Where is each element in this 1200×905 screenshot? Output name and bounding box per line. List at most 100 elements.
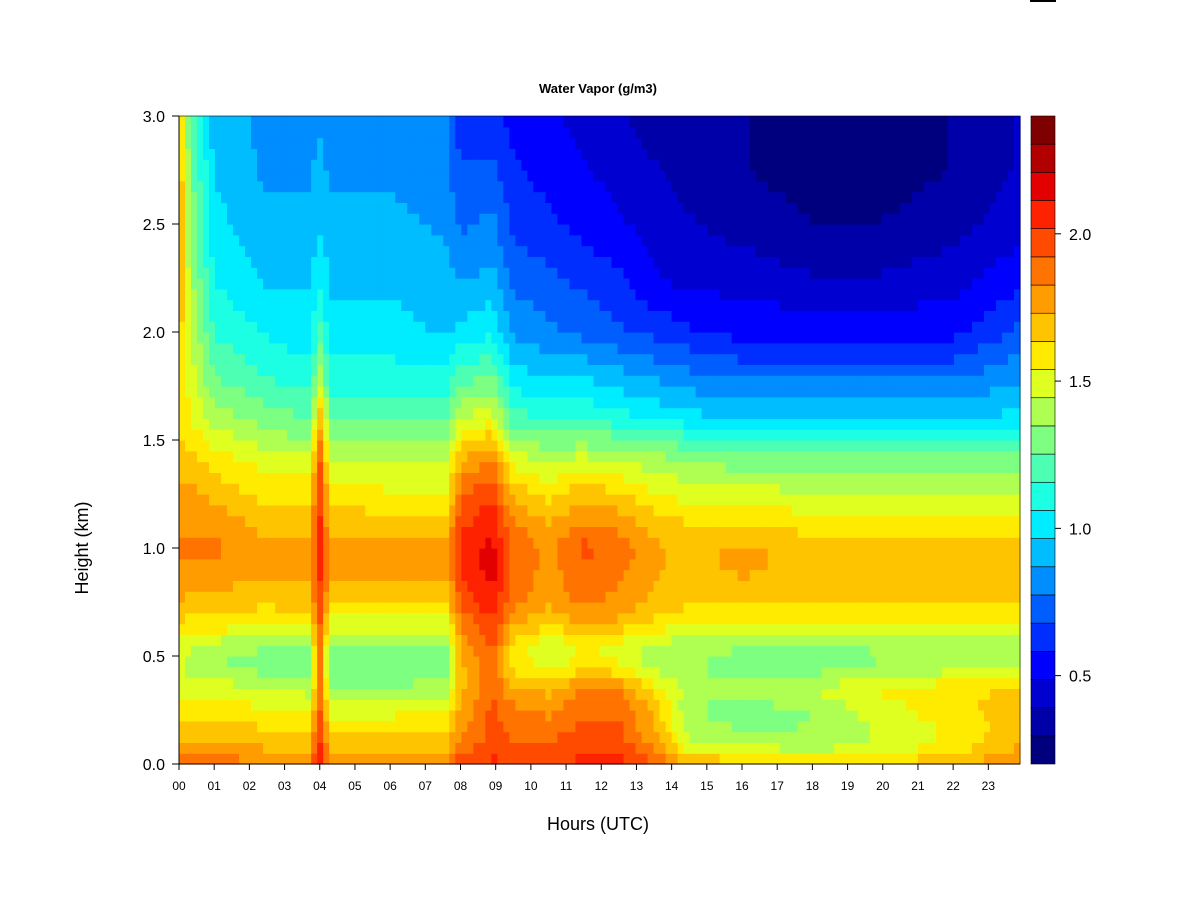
heatmap-cell [659,645,667,657]
heatmap-cell [623,645,631,657]
heatmap-cell [197,407,204,419]
heatmap-cell [233,299,240,311]
heatmap-cell [539,321,547,333]
heatmap-cell [479,386,486,398]
heatmap-cell [227,548,234,560]
heatmap-cell [317,602,324,614]
heatmap-cell [623,731,631,743]
heatmap-cell [467,753,474,765]
heatmap-cell [197,245,204,257]
heatmap-cell [545,299,553,311]
heatmap-cell [665,299,673,311]
heatmap-cell [341,213,348,225]
heatmap-cell [659,418,667,430]
heatmap-cell [563,634,571,646]
heatmap-cell [347,591,354,603]
heatmap-cell [431,126,438,139]
heatmap-cell [563,569,571,581]
heatmap-cell [605,526,613,538]
heatmap-cell [359,742,366,754]
heatmap-cell [203,548,210,560]
heatmap-cell [575,234,583,247]
heatmap-cell [539,234,547,247]
heatmap-cell [341,666,348,679]
heatmap-cell [653,310,661,322]
heatmap-cell [437,126,444,139]
heatmap-cell [527,515,535,527]
heatmap-cell [587,688,595,700]
heatmap-cell [461,645,468,657]
heatmap-cell [557,494,565,506]
heatmap-cell [599,137,607,149]
heatmap-cell [611,591,619,603]
heatmap-cell [449,310,456,322]
heatmap-cell [431,656,438,668]
heatmap-cell [449,688,456,700]
heatmap-cell [407,753,414,765]
heatmap-cell [569,515,577,527]
heatmap-cell [209,612,216,625]
heatmap-cell [479,710,486,722]
heatmap-cell [323,494,330,506]
heatmap-cell [575,116,583,128]
heatmap-cell [671,612,679,625]
heatmap-cell [635,396,643,409]
heatmap-cell [521,278,529,290]
heatmap-cell [593,666,601,679]
heatmap-cell [263,526,270,538]
heatmap-cell [605,213,613,225]
heatmap-cell [365,310,372,322]
heatmap-cell [383,137,390,149]
heatmap-cell [485,710,492,722]
heatmap-cell [263,137,270,149]
heatmap-cell [407,515,414,527]
heatmap-cell [245,720,252,733]
heatmap-cell [503,569,510,581]
heatmap-cell [305,364,312,376]
heatmap-cell [365,710,372,722]
heatmap-cell [329,116,336,128]
heatmap-cell [245,342,252,355]
heatmap-cell [293,558,300,571]
heatmap-cell [455,656,462,668]
heatmap-cell [455,677,462,689]
heatmap-cell [185,213,192,225]
heatmap-cell [311,321,318,333]
heatmap-cell [653,710,661,722]
heatmap-cell [545,591,553,603]
heatmap-cell [197,720,204,733]
heatmap-cell [215,515,222,527]
heatmap-cell [263,558,270,571]
heatmap-cell [233,191,240,203]
heatmap-cell [629,612,637,625]
heatmap-cell [545,558,553,571]
heatmap-cell [407,450,414,463]
heatmap-cell [251,396,258,409]
heatmap-cell [449,494,456,506]
heatmap-cell [497,137,504,149]
heatmap-cell [239,440,246,452]
heatmap-cell [293,504,300,517]
heatmap-cell [497,612,504,625]
heatmap-cell [575,170,583,182]
heatmap-cell [323,548,330,560]
heatmap-cell [263,569,270,581]
heatmap-cell [557,342,565,355]
heatmap-cell [509,396,516,409]
heatmap-cell [671,656,679,668]
heatmap-cell [539,126,547,139]
heatmap-cell [611,440,619,452]
heatmap-cell [527,612,535,625]
heatmap-cell [569,407,577,419]
heatmap-cell [569,472,577,484]
heatmap-cell [485,191,492,203]
heatmap-cell [365,548,372,560]
heatmap-cell [305,602,312,614]
heatmap-cell [269,504,276,517]
heatmap-cell [281,278,288,290]
heatmap-cell [197,288,204,301]
heatmap-cell [311,515,318,527]
heatmap-cell [491,288,498,301]
heatmap-cell [203,515,210,527]
heatmap-cell [371,170,378,182]
